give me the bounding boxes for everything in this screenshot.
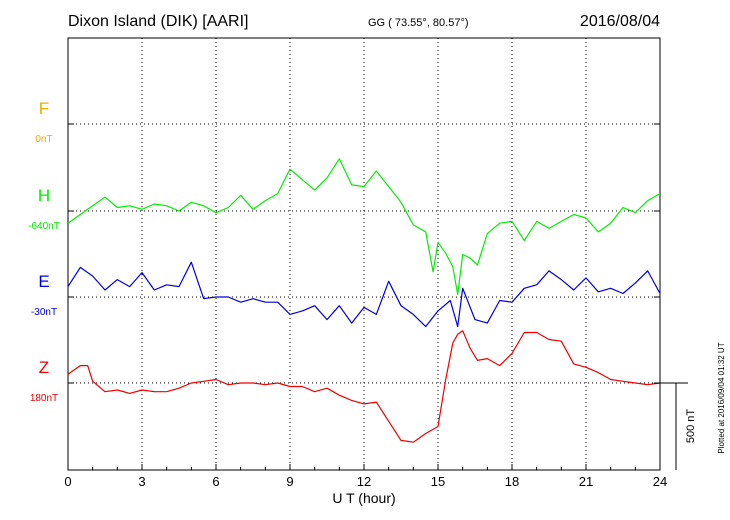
x-axis-ticks: 0 3 6 9 12 15 18 21 24 — [64, 123, 667, 489]
station-title: Dixon Island (DIK) [AARI] — [68, 13, 249, 30]
chart-date: 2016/08/04 — [580, 13, 660, 30]
x-tick-label: 9 — [286, 474, 293, 489]
component-name: Z — [39, 358, 49, 377]
scale-bar: 500 nT — [660, 382, 697, 470]
x-tick-label: 0 — [64, 474, 71, 489]
x-tick-label: 21 — [579, 474, 593, 489]
baseline-value: 0nT — [35, 134, 52, 145]
x-tick-label: 3 — [138, 474, 145, 489]
baseline-value: -640nT — [28, 221, 60, 232]
series-line-H — [67, 158, 661, 296]
component-name: H — [38, 186, 50, 205]
component-labels: F 0nT H -640nT E -30nT Z 180nT — [28, 99, 60, 404]
series-line-Z — [67, 330, 661, 443]
series-lines — [67, 158, 661, 443]
baseline-value: 180nT — [30, 393, 58, 404]
series-line-E — [67, 261, 661, 328]
station-coords: GG ( 73.55°, 80.57°) — [368, 17, 469, 29]
grid-lines — [68, 38, 660, 470]
x-tick-label: 18 — [505, 474, 519, 489]
component-name: F — [39, 99, 49, 118]
scale-bar-label: 500 nT — [685, 409, 697, 444]
x-tick-label: 6 — [212, 474, 219, 489]
x-tick-label: 12 — [357, 474, 371, 489]
component-name: E — [38, 272, 49, 291]
x-tick-label: 15 — [431, 474, 445, 489]
x-tick-label: 24 — [653, 474, 667, 489]
plotted-timestamp: Plotted at 2016/09/04 01:32 UT — [717, 342, 726, 453]
x-axis-label: U T (hour) — [332, 490, 395, 506]
baseline-value: -30nT — [31, 307, 57, 318]
